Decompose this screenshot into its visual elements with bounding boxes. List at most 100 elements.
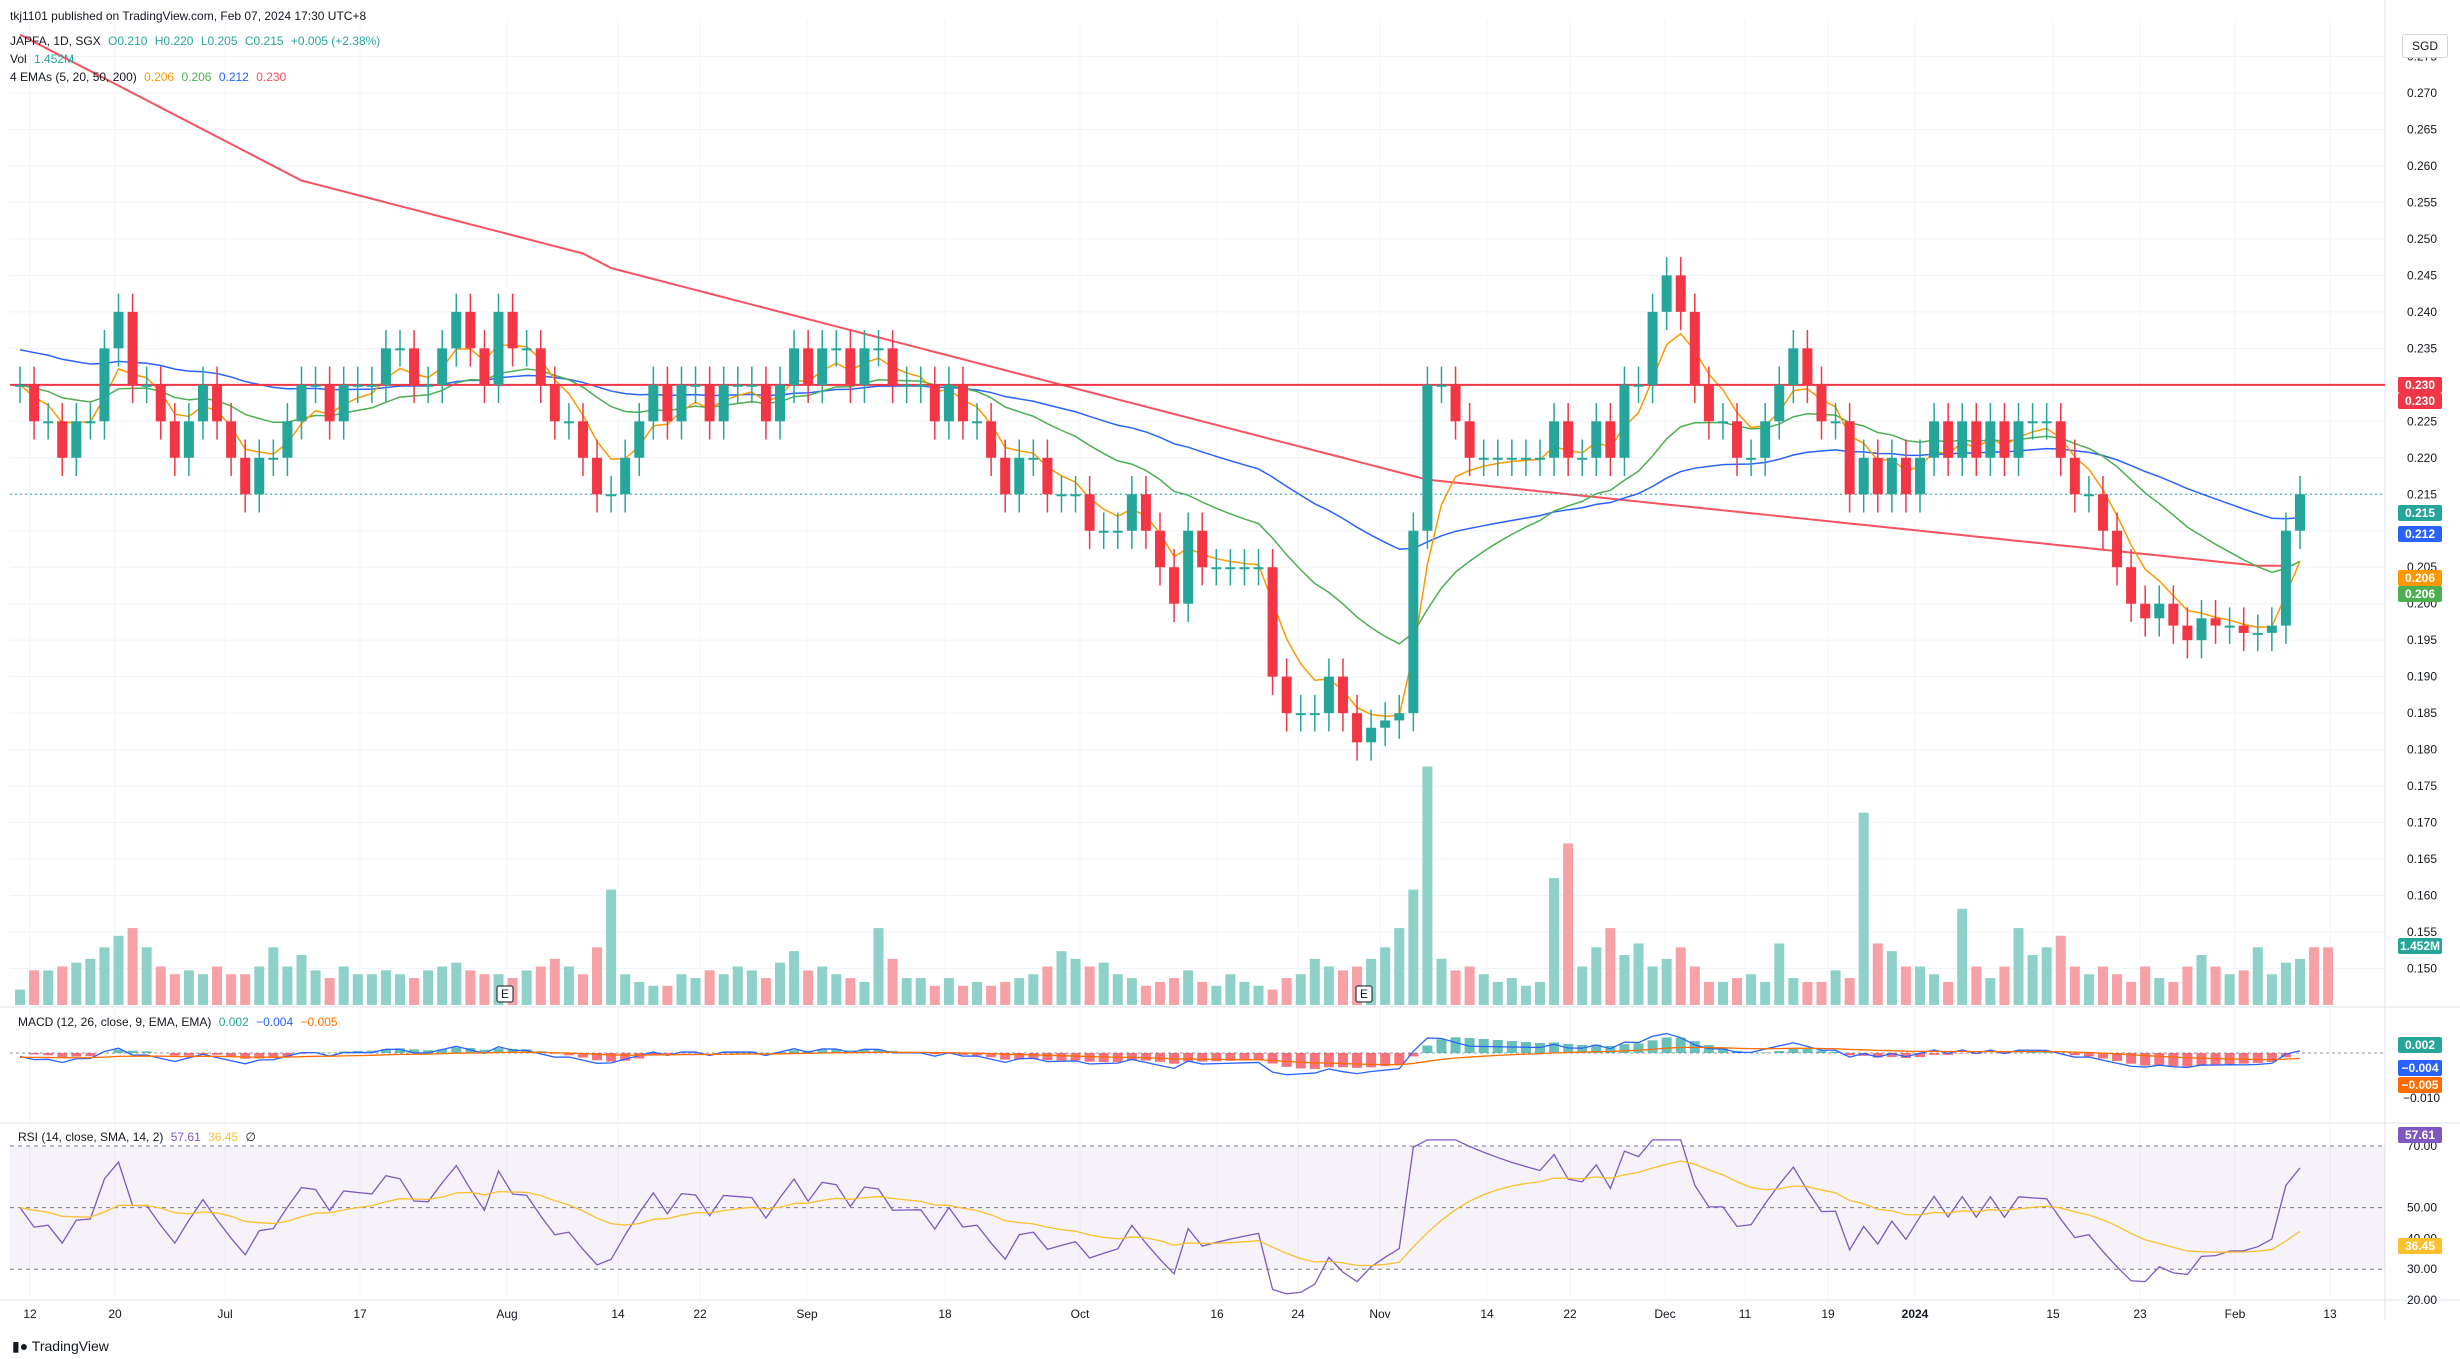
volume-bar	[1929, 974, 1940, 1005]
volume-bar	[1295, 974, 1306, 1005]
price-tick-label: 0.175	[2407, 779, 2437, 793]
candle-body	[859, 348, 870, 385]
time-tick-label: Jul	[217, 1307, 232, 1321]
currency-button[interactable]: SGD	[2402, 34, 2448, 58]
volume-bar	[620, 974, 631, 1005]
price-tick-label: 0.265	[2407, 122, 2437, 136]
change-value: +0.005 (+2.38%)	[290, 34, 381, 48]
volume-legend[interactable]: Vol 1.452M	[10, 52, 78, 66]
candle-body	[1563, 421, 1574, 458]
volume-bar	[521, 970, 532, 1005]
candle-body	[1661, 275, 1672, 312]
candle-body	[1619, 384, 1630, 458]
volume-bar	[535, 966, 546, 1005]
earnings-marker-label: E	[501, 987, 509, 1001]
candle-body	[845, 348, 856, 385]
candle-body	[1478, 457, 1489, 460]
candle-body	[2224, 625, 2235, 628]
volume-bar	[296, 955, 307, 1005]
macd-histogram-bar	[380, 1049, 391, 1053]
candle-body	[2182, 625, 2193, 641]
macd-histogram-bar	[972, 1053, 983, 1056]
volume-bar	[1591, 947, 1602, 1005]
macd-badge-label: −0.004	[2401, 1061, 2438, 1075]
candle-body	[1689, 311, 1700, 385]
macd-histogram-bar	[423, 1050, 434, 1053]
candle-body	[1309, 713, 1320, 716]
candle-body	[2069, 457, 2080, 495]
candle-body	[831, 348, 842, 351]
volume-bar	[732, 966, 743, 1005]
macd-histogram-bar	[212, 1053, 223, 1055]
volume-bar	[1506, 978, 1517, 1005]
candle-body	[85, 421, 96, 424]
macd-badge-label: 0.002	[2405, 1038, 2435, 1052]
candle-body	[1112, 530, 1123, 533]
candle-body	[1830, 421, 1841, 424]
macd-histogram-bar	[1126, 1053, 1137, 1061]
price-tick-label: 0.240	[2407, 305, 2437, 319]
volume-bar	[873, 928, 884, 1005]
macd-histogram-bar	[113, 1049, 124, 1053]
candle-body	[1929, 421, 1940, 458]
macd-legend[interactable]: MACD (12, 26, close, 9, EMA, EMA) 0.002 …	[18, 1015, 342, 1029]
volume-bar	[1183, 970, 1194, 1005]
candle-body	[549, 384, 560, 422]
macd-histogram-bar	[957, 1053, 968, 1055]
candle-body	[887, 348, 898, 385]
volume-bar	[704, 970, 715, 1005]
volume-bar	[99, 947, 110, 1005]
candle-body	[775, 384, 785, 422]
volume-bar	[1084, 966, 1095, 1005]
footer-text: TradingView	[31, 1338, 109, 1354]
volume-bar	[592, 947, 603, 1005]
volume-bar	[577, 974, 588, 1005]
macd-histogram-bar	[1675, 1037, 1686, 1053]
macd-histogram-bar	[29, 1053, 40, 1055]
candle-body	[1703, 384, 1714, 422]
volume-bar	[972, 981, 983, 1005]
symbol-legend[interactable]: JAPFA, 1D, SGX O0.210 H0.220 L0.205 C0.2…	[10, 34, 384, 48]
candle-body	[1394, 713, 1405, 721]
ema-legend[interactable]: 4 EMAs (5, 20, 50, 200) 0.206 0.206 0.21…	[10, 70, 290, 84]
macd-histogram-bar	[71, 1053, 82, 1057]
candle-body	[183, 421, 194, 458]
macd-histogram-bar	[1591, 1044, 1602, 1053]
volume-bar	[1647, 966, 1658, 1005]
volume-bar	[1717, 981, 1728, 1005]
time-tick-label: Oct	[1071, 1307, 1090, 1321]
candle-body	[1014, 457, 1025, 495]
volume-bar	[1985, 978, 1996, 1005]
candle-body	[634, 421, 645, 458]
rsi-badge	[2398, 1127, 2442, 1143]
candle-body	[1520, 457, 1531, 460]
candle-body	[986, 421, 997, 458]
volume-bar	[1492, 981, 1503, 1005]
candle-body	[465, 311, 476, 349]
macd-histogram-bar	[521, 1049, 532, 1053]
candle-body	[1366, 727, 1377, 743]
price-tick-label: 0.160	[2407, 889, 2437, 903]
macd-histogram-bar	[1070, 1053, 1081, 1061]
macd-histogram-bar	[85, 1053, 96, 1057]
candle-body	[1408, 530, 1419, 714]
rsi-legend[interactable]: RSI (14, close, SMA, 14, 2) 57.61 36.45 …	[18, 1130, 260, 1144]
volume-bar	[563, 966, 574, 1005]
volume-bar	[1140, 985, 1151, 1005]
volume-bar	[1394, 928, 1405, 1005]
tradingview-logo[interactable]: ▮● TradingView	[12, 1338, 109, 1355]
volume-bar	[817, 966, 828, 1005]
candle-body	[2295, 494, 2305, 531]
macd-histogram-bar	[226, 1053, 237, 1057]
candle-body	[1436, 384, 1447, 387]
candle-body	[310, 384, 321, 387]
candle-body	[1169, 567, 1180, 604]
volume-bar	[775, 962, 785, 1005]
price-badge-label: 0.215	[2405, 506, 2435, 520]
candle-body	[1464, 421, 1475, 458]
volume-bar	[718, 974, 729, 1005]
macd-histogram-bar	[1436, 1039, 1447, 1053]
high-value: H0.220	[154, 34, 194, 48]
candle-body	[690, 384, 701, 387]
